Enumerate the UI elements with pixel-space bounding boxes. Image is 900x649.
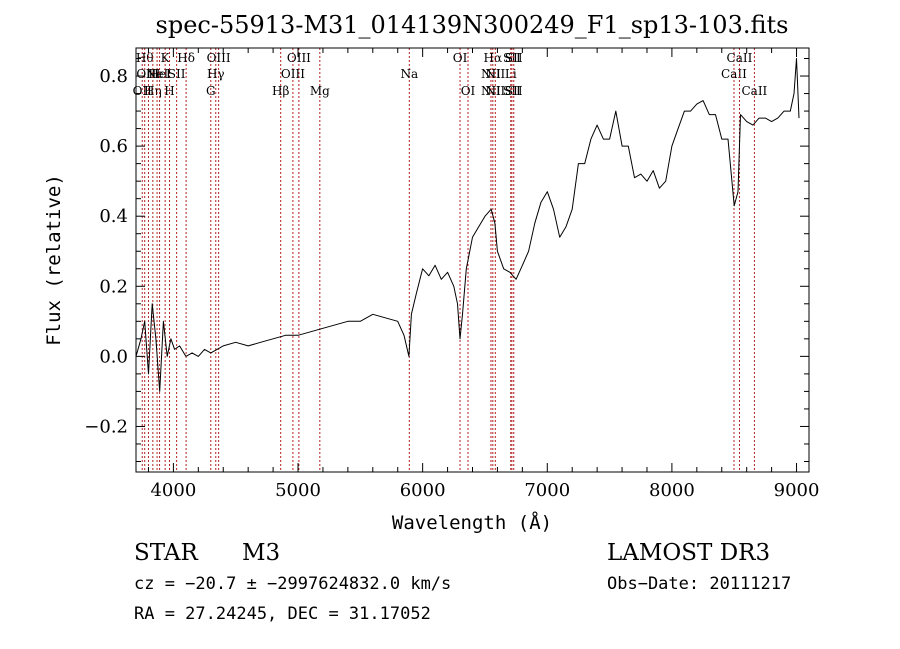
line-label: OIII — [287, 51, 311, 65]
x-tick-label: 6000 — [400, 480, 446, 501]
line-label: Na — [400, 67, 418, 81]
line-label: Mg — [310, 84, 330, 98]
line-label: NII — [481, 67, 501, 81]
line-label: CaII — [741, 84, 767, 98]
y-tick-label: 0.4 — [99, 206, 128, 227]
object-class: STAR — [134, 540, 198, 566]
axis-ticks: 4000 5000 6000 7000 8000 9000 −0.2 0.0 0.2 0.4 0.6… — [84, 48, 819, 501]
y-axis-label: Flux (relative) — [43, 174, 65, 346]
line-label: SII — [505, 84, 523, 98]
x-tick-label: 7000 — [524, 480, 570, 501]
line-label: SII — [503, 51, 521, 65]
spectrum-series — [135, 58, 800, 392]
line-label: K — [161, 51, 171, 65]
line-label: OI — [453, 51, 468, 65]
line-label: Hη — [144, 84, 162, 98]
obs-date-line: Obs−Date: 20111217 — [607, 574, 791, 594]
y-tick-label: 0.8 — [99, 66, 128, 87]
x-tick-label: 4000 — [150, 480, 196, 501]
redshift-line: cz = −20.7 ± −2997624832.0 km/s — [134, 574, 451, 594]
line-markers: OIIHθOIIIHηNeIHeIKHSIIHδGHγOIIIHβOIIIOII… — [133, 48, 768, 472]
line-label: SII — [503, 84, 521, 98]
x-tick-label: 8000 — [649, 480, 695, 501]
line-label: SII — [168, 67, 186, 81]
line-label: Hα — [484, 51, 503, 65]
line-label: NII — [485, 67, 505, 81]
line-label: CaII — [727, 51, 753, 65]
x-axis-label: Wavelength (Å) — [392, 511, 552, 534]
line-label: Hθ — [136, 51, 154, 65]
line-label: OIII — [207, 51, 231, 65]
chart-title: spec-55913-M31_014139N300249_F1_sp13-103… — [156, 11, 789, 39]
line-label: NII — [481, 84, 501, 98]
line-label: NII — [485, 84, 505, 98]
y-tick-label: −0.2 — [84, 416, 128, 437]
line-label: OII — [133, 84, 153, 98]
line-label: G — [206, 84, 216, 98]
y-tick-label: 0.2 — [99, 276, 128, 297]
line-label: CaII — [721, 67, 747, 81]
line-label: SII — [505, 51, 523, 65]
line-label: OI — [461, 84, 476, 98]
coordinates-line: RA = 27.24245, DEC = 31.17052 — [134, 604, 431, 624]
line-label: OIII — [136, 67, 160, 81]
survey-label: LAMOST DR3 — [607, 540, 770, 566]
line-label: Hδ — [177, 51, 195, 65]
line-label: NeI — [146, 67, 169, 81]
line-label: OIII — [281, 67, 305, 81]
line-label: Li — [505, 67, 517, 81]
y-tick-label: 0.0 — [99, 346, 128, 367]
line-label: Hγ — [207, 67, 225, 81]
object-subclass: M3 — [242, 540, 280, 566]
x-tick-label: 9000 — [774, 480, 820, 501]
spectrum-line — [135, 58, 800, 392]
x-tick-label: 5000 — [275, 480, 321, 501]
line-label: H — [164, 84, 174, 98]
line-label: Hβ — [272, 84, 289, 98]
y-tick-label: 0.6 — [99, 136, 128, 157]
